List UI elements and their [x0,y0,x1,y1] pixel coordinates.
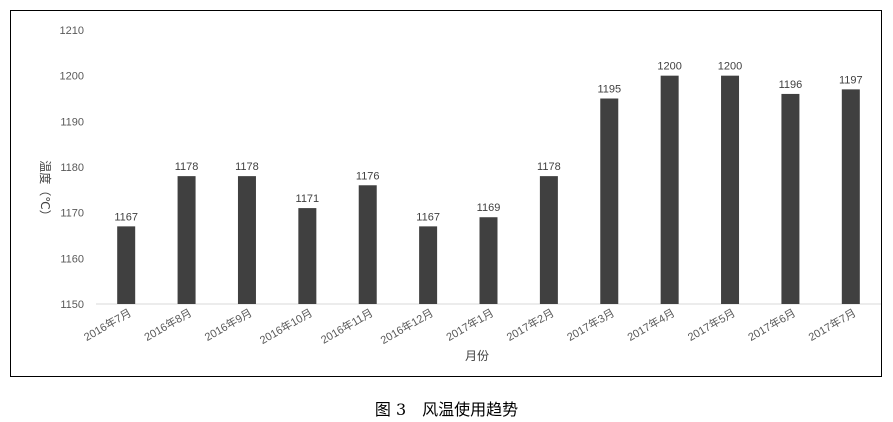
y-tick-label: 1170 [60,208,84,220]
x-tick-label: 2017年4月 [625,305,678,343]
y-tick-label: 1190 [60,116,84,128]
bar [479,217,498,304]
y-axis-title: 温度（℃） [38,160,53,221]
y-tick-label: 1150 [60,299,84,311]
x-tick-label: 2016年11月 [318,305,375,346]
x-axis-title: 月份 [465,349,489,363]
data-label: 1200 [718,61,742,73]
data-label: 1178 [175,161,199,173]
bar [358,185,377,304]
x-tick-label: 2016年9月 [202,305,255,343]
bar [781,93,800,304]
bar [600,98,619,304]
x-tick-label: 2016年8月 [142,305,195,343]
data-label: 1178 [537,161,561,173]
data-label: 1167 [114,211,138,223]
figure-caption: 图 3 风温使用趋势 [374,400,519,419]
bar [721,75,740,305]
data-label: 1196 [779,79,803,91]
chart-frame: 1150 1160 1170 1180 1190 1200 1210 1167 1178 117… [10,10,882,377]
x-tick-label: 2016年10月 [257,305,315,346]
bar [177,176,196,304]
bar-chart: 1150 1160 1170 1180 1190 1200 1210 1167 1178 117… [38,25,881,363]
x-tick-label: 2017年5月 [685,305,738,343]
x-axis-ticks: 2016年7月 2016年8月 2016年9月 2016年10月 2016年11月 201… [81,305,858,346]
bar [419,226,438,304]
data-label: 1167 [416,211,440,223]
bar [539,176,558,304]
x-tick-label: 2017年1月 [443,305,496,343]
y-tick-label: 1210 [60,25,84,37]
x-tick-label: 2017年7月 [806,305,859,343]
data-label: 1176 [356,170,380,182]
y-tick-label: 1180 [60,162,84,174]
data-label: 1195 [597,84,621,96]
bar [298,208,317,304]
x-tick-label: 2016年12月 [378,305,436,346]
x-tick-label: 2017年6月 [745,305,798,343]
data-label: 1197 [839,74,863,86]
bar [841,89,860,304]
bar [117,226,136,304]
x-tick-label: 2017年3月 [564,305,617,343]
data-label: 1169 [477,202,501,214]
bar [237,176,256,304]
y-tick-label: 1200 [60,71,84,83]
data-labels: 1167 1178 1178 1171 1176 1167 1169 1178 1195 1200… [114,61,862,224]
data-label: 1200 [657,61,681,73]
bar [660,75,679,305]
y-axis-ticks: 1150 1160 1170 1180 1190 1200 1210 [60,25,84,311]
data-label: 1171 [296,193,320,205]
x-tick-label: 2017年2月 [504,305,557,343]
y-tick-label: 1160 [60,253,84,265]
data-label: 1178 [235,161,259,173]
bars [117,75,860,305]
x-tick-label: 2016年7月 [81,305,134,343]
